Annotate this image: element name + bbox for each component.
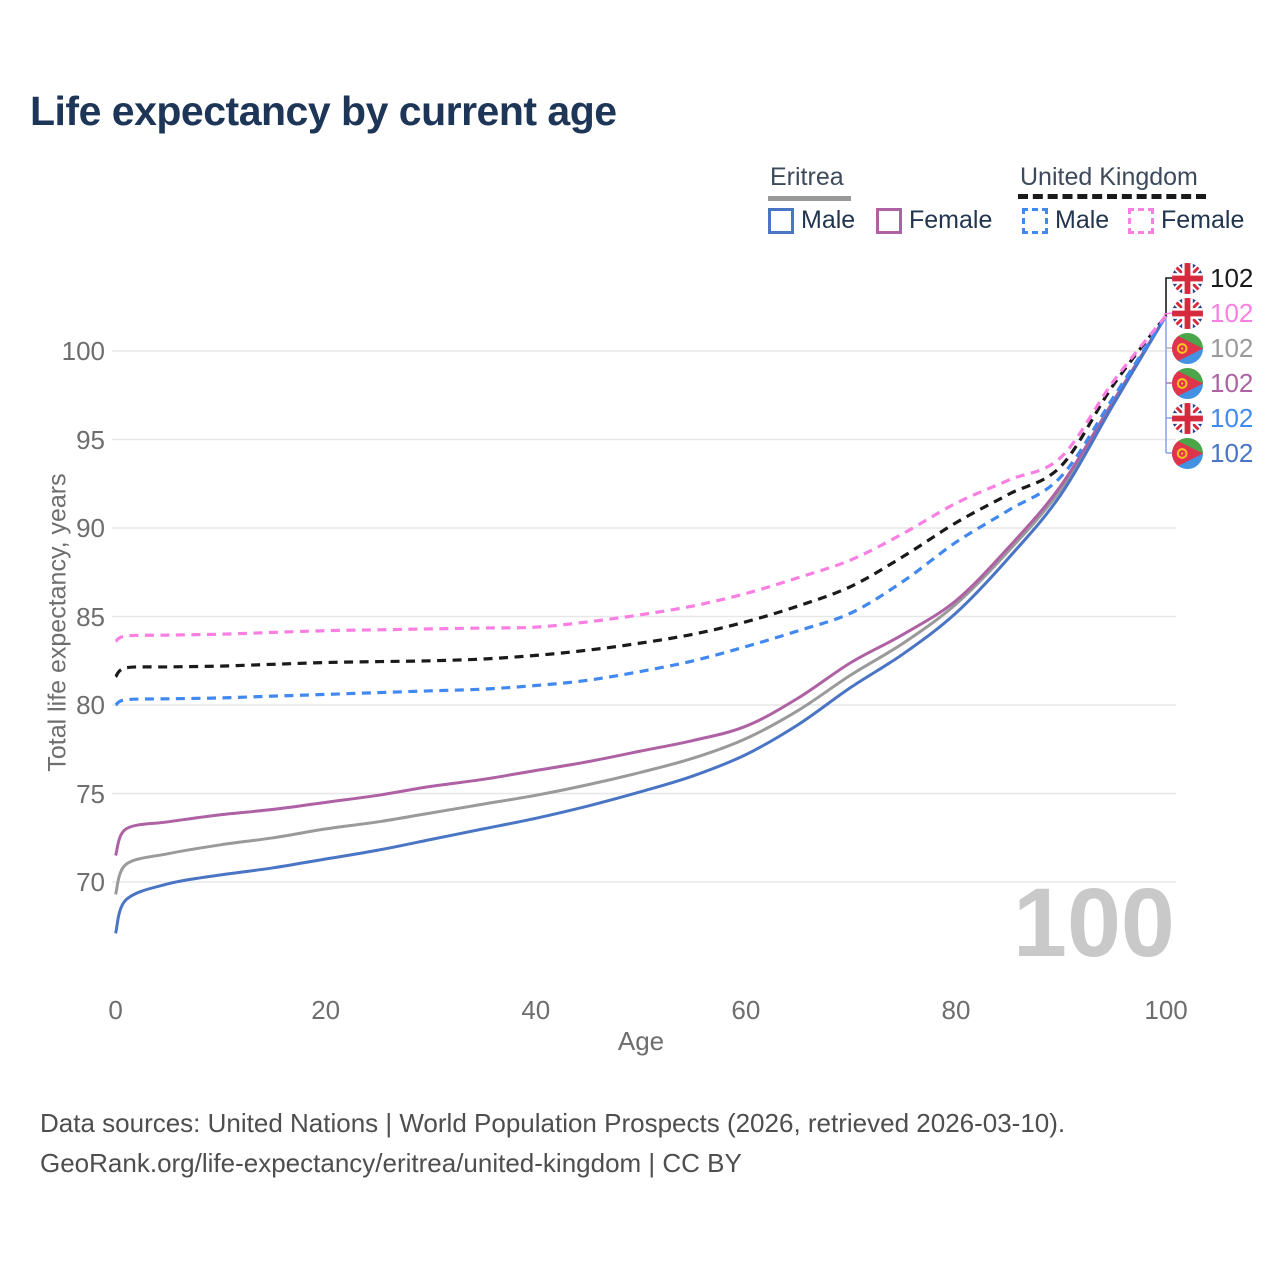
series-line-eritrea-male [114,314,1168,934]
series-line-united-kingdom-both-sexes [114,314,1168,678]
end-label-uk-both: 102 [1172,262,1253,294]
eritrea-flag-icon [1172,437,1203,469]
end-label-value: 102 [1210,297,1254,328]
series-line-eritrea-both-sexes [114,314,1168,895]
legend-item-label: Female [909,206,993,234]
eritrea-male-swatch-icon [768,207,794,234]
y-tick-75: 75 [76,778,105,809]
legend-item-eritrea-male[interactable]: Male [768,206,855,235]
legend-uk-underline-swatch [1018,194,1206,199]
legend-item-uk-female[interactable]: Female [1128,206,1244,235]
x-tick-100: 100 [1144,995,1188,1025]
legend-item-label: Male [801,206,856,234]
watermark-100: 100 [1013,868,1175,977]
y-tick-85: 85 [76,601,105,632]
end-label-eritrea-both: 102 [1172,332,1253,364]
y-tick-90: 90 [76,513,105,543]
y-tick-100: 100 [61,336,105,366]
eritrea-flag-icon [1172,367,1203,399]
series-line-united-kingdom-female [114,314,1168,643]
end-label-value: 102 [1210,402,1254,433]
legend-item-label: Female [1161,206,1245,234]
x-tick-20: 20 [311,995,341,1025]
eritrea-female-swatch-icon [876,207,902,234]
leader-line-0 [1165,277,1173,316]
end-label-value: 102 [1210,437,1254,468]
legend-eritrea-underline-swatch [768,196,851,201]
x-axis-title: Age [617,1026,665,1056]
series-line-eritrea-female [114,314,1168,857]
x-tick-60: 60 [731,995,761,1025]
y-tick-80: 80 [76,690,105,720]
legend-item-eritrea-female[interactable]: Female [876,206,992,235]
x-tick-40: 40 [521,995,551,1025]
uk-flag-icon [1172,402,1203,434]
page-title: Life expectancy by current age [30,88,617,134]
series-line-united-kingdom-male [114,314,1168,707]
y-tick-70: 70 [76,867,105,897]
end-label-eritrea-female: 102 [1172,367,1253,399]
uk-male-swatch-icon [1022,207,1048,234]
legend-item-uk-male[interactable]: Male [1022,206,1109,235]
end-label-eritrea-male: 102 [1172,437,1253,469]
eritrea-flag-icon [1172,332,1203,364]
end-label-value: 102 [1210,367,1254,398]
legend-group-eritrea-label: Eritrea [770,163,844,191]
end-label-uk-male: 102 [1172,402,1253,434]
y-tick-95: 95 [76,424,105,455]
uk-flag-icon [1172,262,1203,294]
end-label-uk-female: 102 [1172,297,1253,329]
data-source-line: Data sources: United Nations | World Pop… [40,1108,1066,1138]
uk-flag-icon [1172,297,1203,329]
legend-item-label: Male [1055,206,1110,234]
end-label-value: 102 [1210,262,1254,293]
legend-group-uk-label: United Kingdom [1020,163,1198,191]
end-label-value: 102 [1210,332,1254,363]
x-tick-80: 80 [941,995,971,1025]
attribution-line: GeoRank.org/life-expectancy/eritrea/unit… [40,1148,742,1178]
leader-line-1 [1163,312,1174,315]
uk-female-swatch-icon [1128,207,1154,234]
x-tick-0: 0 [108,995,123,1025]
